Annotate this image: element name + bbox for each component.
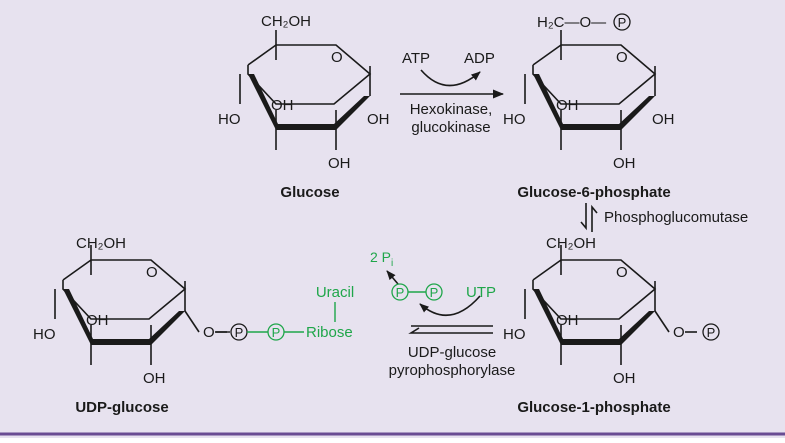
g6p-phosphate-circle — [613, 13, 631, 31]
glucose-structure — [239, 30, 372, 150]
udpg-linking-oxygen: O — [203, 324, 215, 341]
g1p-phosphate-p: P — [707, 325, 716, 340]
udpg-oh-bottom: OH — [143, 370, 166, 387]
glucose-ch2oh: CH₂OH — [261, 13, 311, 30]
glucose-oh-bottom: OH — [328, 155, 351, 172]
pyrophosphate-p2-circle — [425, 283, 443, 301]
pi-text: 2 P — [370, 249, 391, 265]
reaction-3-arrows — [386, 270, 493, 334]
g1p-ring-oxygen: O — [616, 264, 628, 281]
g6p-methylene-group: H₂C—O— — [537, 14, 606, 31]
g6p-ho-left: HO — [503, 111, 526, 128]
phosphoglucomutase-label: Phosphoglucomutase — [604, 209, 748, 226]
g6p-oh-bottom: OH — [613, 155, 636, 172]
reaction-2-equilibrium-arrows — [580, 203, 598, 232]
utp-label: UTP — [466, 284, 496, 301]
g1p-oh-middle: OH — [556, 312, 579, 329]
adp-label: ADP — [464, 50, 495, 67]
g1p-structure — [524, 245, 697, 365]
pyrophosphate-p2: P — [430, 285, 439, 300]
g1p-linking-oxygen: O — [673, 324, 685, 341]
udp-glucose-enzyme-label: UDP-glucose — [408, 344, 496, 361]
g1p-ch2oh: CH₂OH — [546, 235, 596, 252]
udpg-ho-left: HO — [33, 326, 56, 343]
pyrophosphorylase-label: pyrophosphorylase — [389, 362, 516, 379]
g1p-phosphate-circle — [702, 323, 720, 341]
udpg-name: UDP-glucose — [75, 399, 168, 416]
glucose-ring-oxygen: O — [331, 49, 343, 66]
g1p-name: Glucose-1-phosphate — [517, 399, 670, 416]
atp-label: ATP — [402, 50, 430, 67]
g6p-oh-right: OH — [652, 111, 675, 128]
g1p-ho-left: HO — [503, 326, 526, 343]
udpg-oh-middle: OH — [86, 312, 109, 329]
pyrophosphate-p1: P — [396, 285, 405, 300]
hexokinase-label: Hexokinase, — [410, 101, 493, 118]
glucose-oh-right: OH — [367, 111, 390, 128]
udpg-ch2oh: CH₂OH — [76, 235, 126, 252]
udpg-ribose-label: Ribose — [306, 324, 353, 341]
g6p-phosphate-p: P — [618, 15, 627, 30]
glucose-name: Glucose — [280, 184, 339, 201]
pi-subscript: i — [391, 258, 393, 269]
udpg-phosphate1-p: P — [235, 325, 244, 340]
glucose-oh-middle: OH — [271, 97, 294, 114]
udpg-structure — [54, 245, 227, 365]
g6p-oh-middle: OH — [556, 97, 579, 114]
g6p-name: Glucose-6-phosphate — [517, 184, 670, 201]
g6p-structure — [524, 30, 657, 150]
udpg-uracil-label: Uracil — [316, 284, 354, 301]
glucose-ho-left: HO — [218, 111, 241, 128]
pyrophosphate-2pi-label: 2 Pi — [370, 249, 393, 269]
glucokinase-label: glucokinase — [411, 119, 490, 136]
udpg-ring-oxygen: O — [146, 264, 158, 281]
g1p-oh-bottom: OH — [613, 370, 636, 387]
reaction-1-arrows — [400, 69, 505, 99]
udpg-phosphate2-p: P — [272, 325, 281, 340]
g6p-ring-oxygen: O — [616, 49, 628, 66]
